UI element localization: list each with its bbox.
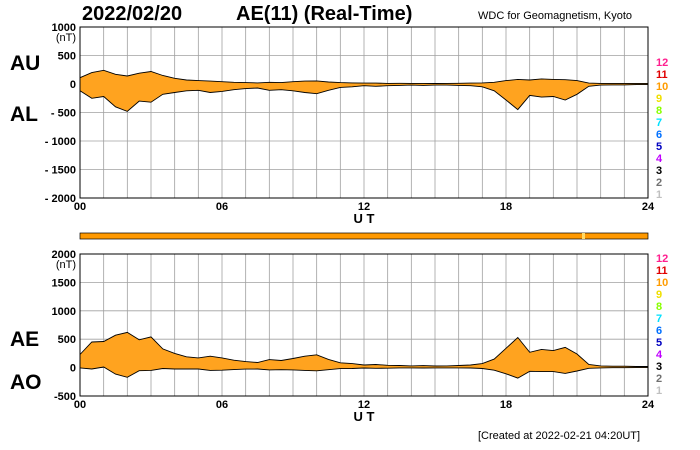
station-count-7: 7 (656, 313, 662, 325)
series-line-ae (79, 331, 648, 367)
series-label-au: AU (10, 52, 40, 75)
station-count-2: 2 (656, 373, 662, 385)
x-tick-label: 12 (358, 201, 370, 213)
station-count-11: 11 (656, 265, 668, 277)
y-unit-label: (nT) (56, 259, 76, 271)
data-source: WDC for Geomagnetism, Kyoto (478, 10, 633, 22)
series-label-ao: AO (10, 371, 42, 394)
y-tick-label: - 2000 (45, 193, 76, 205)
series-label-al: AL (10, 103, 38, 126)
station-count-8: 8 (656, 105, 662, 117)
station-count-9: 9 (656, 93, 662, 105)
plot-frame (79, 26, 649, 199)
x-tick-label: 00 (74, 399, 86, 411)
plot-frame (79, 253, 649, 397)
y-tick-label: -500 (54, 391, 76, 403)
station-count-4: 4 (656, 153, 663, 165)
station-count-6: 6 (656, 129, 662, 141)
station-count-8: 8 (656, 301, 662, 313)
station-count-1: 1 (656, 189, 662, 201)
x-axis-label: U T (354, 211, 375, 226)
y-tick-label: 500 (58, 334, 76, 346)
y-tick-label: - 1000 (45, 136, 76, 148)
station-count-12: 12 (656, 57, 668, 69)
coverage-bar-gap (582, 233, 585, 239)
y-tick-label: 0 (70, 79, 76, 91)
station-count-10: 10 (656, 81, 668, 93)
y-tick-label: 1500 (52, 277, 76, 289)
station-count-1: 1 (656, 385, 662, 397)
station-count-10: 10 (656, 277, 668, 289)
y-tick-label: 0 (70, 363, 76, 375)
y-tick-label: - 1500 (45, 165, 76, 177)
chart-title: AE(11) (Real-Time) (236, 3, 413, 25)
created-timestamp: [Created at 2022-02-21 04:20UT] (478, 430, 641, 442)
x-tick-label: 18 (500, 399, 512, 411)
area-fill-ae (80, 332, 648, 379)
y-tick-label: 500 (58, 51, 76, 63)
x-tick-label: 24 (642, 201, 655, 213)
x-tick-label: 00 (74, 201, 86, 213)
y-tick-label: 1000 (52, 306, 76, 318)
station-count-12: 12 (656, 253, 668, 265)
station-count-3: 3 (656, 165, 662, 177)
station-count-6: 6 (656, 325, 662, 337)
station-count-4: 4 (656, 349, 663, 361)
x-tick-label: 06 (216, 201, 228, 213)
area-fill-au (80, 70, 648, 112)
y-tick-label: 1000 (52, 22, 76, 34)
x-tick-label: 12 (358, 399, 370, 411)
station-coverage-bar (79, 232, 649, 240)
x-tick-label: 24 (642, 399, 655, 411)
x-tick-label: 18 (500, 201, 512, 213)
x-tick-label: 06 (216, 399, 228, 411)
series-line-ao (79, 366, 648, 379)
coverage-bar (79, 232, 649, 240)
series-label-ae: AE (10, 328, 39, 351)
series-line-al (79, 84, 648, 112)
station-count-2: 2 (656, 177, 662, 189)
series-line-au (79, 69, 648, 84)
station-count-11: 11 (656, 69, 668, 81)
station-count-5: 5 (656, 337, 662, 349)
station-count-3: 3 (656, 361, 662, 373)
station-count-9: 9 (656, 289, 662, 301)
station-count-5: 5 (656, 141, 662, 153)
chart-date: 2022/02/20 (82, 3, 183, 25)
y-tick-label: 2000 (52, 249, 76, 261)
y-tick-label: - 500 (51, 108, 76, 120)
station-count-7: 7 (656, 117, 662, 129)
x-axis-label: U T (354, 409, 375, 424)
panel-au-al: 1000 500 0 - 500 - 1000 - 1500 - 2000 (nT) 00 06 1… (10, 22, 668, 226)
y-unit-label: (nT) (56, 32, 76, 44)
